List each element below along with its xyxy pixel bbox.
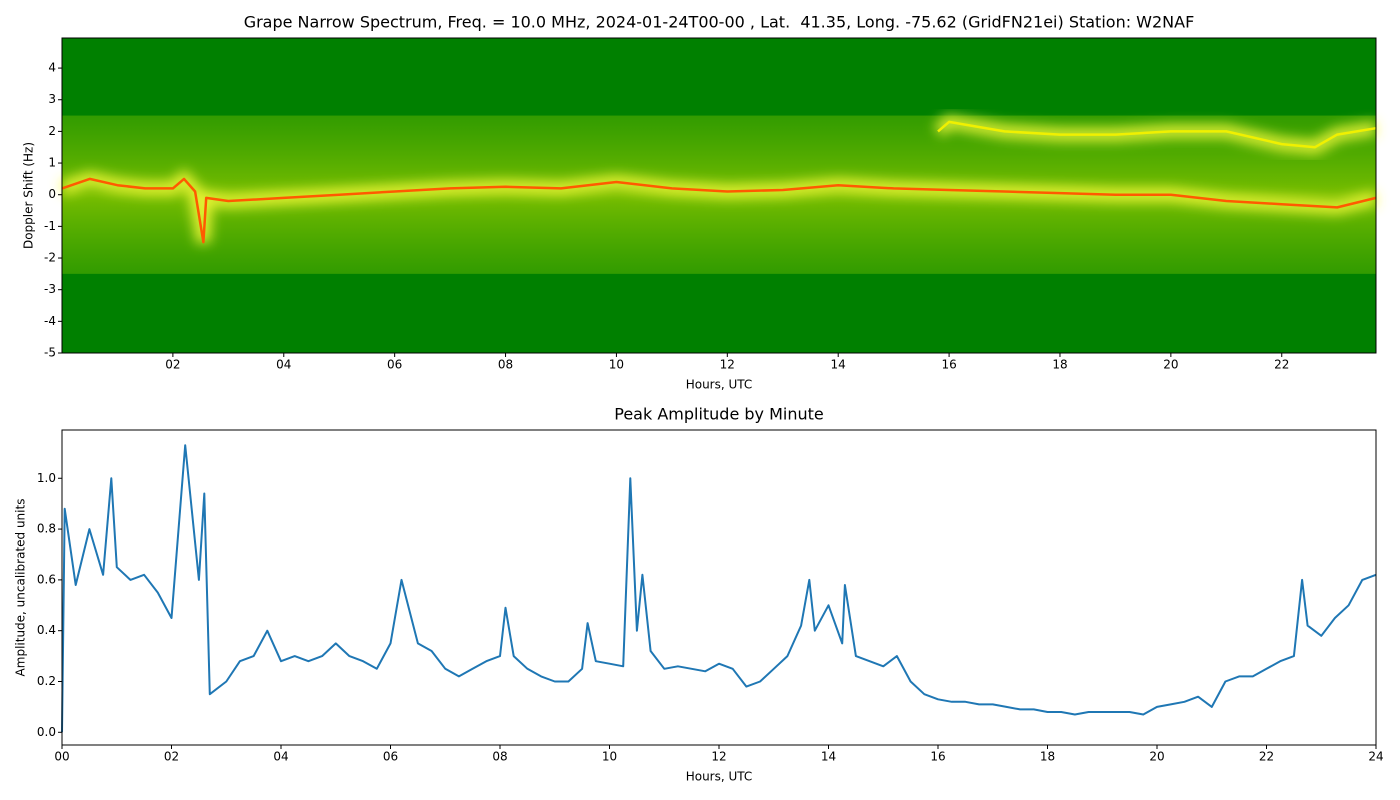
- x-tick-label: 20: [1149, 750, 1164, 764]
- y-tick-label: 0: [48, 187, 56, 201]
- x-tick-label: 08: [492, 750, 507, 764]
- y-tick-label: -4: [44, 314, 56, 328]
- y-tick-label: -1: [44, 219, 56, 233]
- x-tick-label: 10: [609, 358, 624, 372]
- plot-area: [62, 430, 1376, 745]
- plot-frame: [61, 37, 1377, 354]
- x-tick-label: 02: [165, 358, 180, 372]
- x-tick-label: 14: [821, 750, 836, 764]
- x-tick-label: 16: [941, 358, 956, 372]
- x-tick-label: 22: [1259, 750, 1274, 764]
- x-tick-label: 22: [1274, 358, 1289, 372]
- x-tick-label: 06: [383, 750, 398, 764]
- x-tick-label: 14: [831, 358, 846, 372]
- y-tick-label: 3: [48, 92, 56, 106]
- x-tick-label: 12: [720, 358, 735, 372]
- x-tick-label: 12: [711, 750, 726, 764]
- y-axis-label: Doppler Shift (Hz): [22, 142, 36, 249]
- y-tick-label: -5: [44, 346, 56, 360]
- y-tick-label: 2: [48, 124, 56, 138]
- y-tick-label: 0.8: [37, 522, 56, 536]
- x-tick-label: 06: [387, 358, 402, 372]
- chart-title: Grape Narrow Spectrum, Freq. = 10.0 MHz,…: [244, 13, 1195, 32]
- x-tick-label: 02: [164, 750, 179, 764]
- x-axis-label: Hours, UTC: [686, 378, 753, 392]
- x-tick-label: 00: [54, 750, 69, 764]
- y-tick-label: 0.4: [37, 623, 56, 637]
- y-tick-label: 0.2: [37, 674, 56, 688]
- x-tick-label: 24: [1368, 750, 1383, 764]
- x-tick-label: 20: [1163, 358, 1178, 372]
- doppler-trace: [61, 177, 1377, 244]
- y-tick-label: 0.0: [37, 725, 56, 739]
- y-tick-label: -3: [44, 282, 56, 296]
- x-tick-label: 18: [1052, 358, 1067, 372]
- x-tick-label: 08: [498, 358, 513, 372]
- x-axis-label: Hours, UTC: [686, 770, 753, 784]
- chart-title: Peak Amplitude by Minute: [614, 405, 824, 424]
- x-tick-label: 04: [273, 750, 288, 764]
- x-tick-label: 10: [602, 750, 617, 764]
- amplitude-line: [61, 444, 1377, 733]
- y-tick-label: 1.0: [37, 471, 56, 485]
- doppler-trace: [937, 120, 1377, 149]
- y-tick-label: -2: [44, 251, 56, 265]
- x-tick-label: 16: [930, 750, 945, 764]
- y-axis-label: Amplitude, uncalibrated units: [14, 499, 28, 677]
- x-tick-label: 04: [276, 358, 291, 372]
- y-tick-label: 1: [48, 156, 56, 170]
- y-tick-label: 4: [48, 61, 56, 75]
- y-tick-label: 0.6: [37, 572, 56, 586]
- x-tick-label: 18: [1040, 750, 1055, 764]
